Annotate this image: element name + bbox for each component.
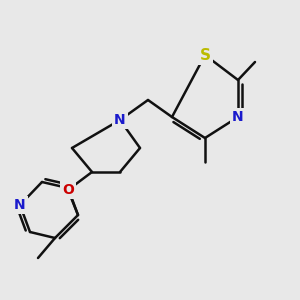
Text: N: N [114, 113, 126, 127]
Text: N: N [14, 198, 26, 212]
Text: O: O [62, 183, 74, 197]
Text: S: S [200, 47, 211, 62]
Text: N: N [232, 110, 244, 124]
